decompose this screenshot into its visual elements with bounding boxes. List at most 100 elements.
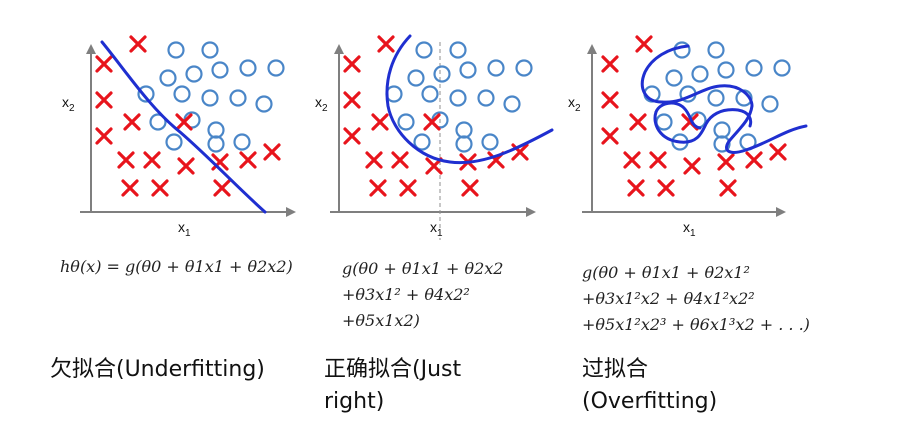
caption-line: (Overfitting) bbox=[582, 389, 718, 414]
negative-samples bbox=[385, 41, 533, 153]
circle-marker bbox=[455, 121, 473, 139]
circle-marker bbox=[449, 41, 467, 59]
circle-marker bbox=[397, 113, 415, 131]
formula-overfitting: g(θ0 + θ1x1 + θ2x1² +θ3x1²x2 + θ4x1²x2² … bbox=[582, 263, 810, 334]
circle-marker bbox=[421, 85, 439, 103]
decision-boundary-island bbox=[654, 101, 702, 130]
cross-marker bbox=[623, 151, 641, 169]
formula-line: +θ5x1²x2³ + θ6x1³x2 + . . .) bbox=[582, 315, 810, 334]
x-axis-label: x1 bbox=[683, 219, 696, 239]
cross-marker bbox=[343, 127, 361, 145]
circle-marker bbox=[773, 59, 791, 77]
circle-marker bbox=[665, 69, 683, 87]
cross-marker bbox=[369, 179, 387, 197]
cross-marker bbox=[177, 157, 195, 175]
formula-line: g(θ0 + θ1x1 + θ2x1² bbox=[582, 263, 750, 282]
circle-marker bbox=[239, 59, 257, 77]
positive-samples bbox=[343, 35, 529, 197]
cross-marker bbox=[601, 55, 619, 73]
decision-boundary-curve bbox=[640, 44, 808, 154]
circle-marker bbox=[207, 135, 225, 153]
circle-marker bbox=[455, 135, 473, 153]
circle-marker bbox=[229, 89, 247, 107]
cross-marker bbox=[601, 91, 619, 109]
circle-marker bbox=[233, 133, 251, 151]
formula-line: +θ5x1x2) bbox=[342, 311, 420, 330]
y-axis-label: x2 bbox=[568, 94, 581, 114]
circle-marker bbox=[761, 95, 779, 113]
formula-line: +θ3x1² + θ4x2² bbox=[342, 285, 470, 304]
circle-marker bbox=[413, 133, 431, 151]
cross-marker bbox=[683, 157, 701, 175]
circle-marker bbox=[459, 61, 477, 79]
x-axis-label: x1 bbox=[430, 219, 443, 239]
cross-marker bbox=[461, 179, 479, 197]
decision-boundary-inner-loop bbox=[653, 108, 753, 144]
circle-marker bbox=[211, 61, 229, 79]
cross-marker bbox=[627, 179, 645, 197]
circle-marker bbox=[137, 85, 155, 103]
caption-underfitting: 欠拟合(Underfitting) bbox=[50, 354, 265, 386]
cross-marker bbox=[719, 179, 737, 197]
cross-marker bbox=[391, 151, 409, 169]
panel-just-right: x2 x1 bbox=[315, 34, 554, 240]
circle-marker bbox=[503, 95, 521, 113]
formula-line: g(θ0 + θ1x1 + θ2x2 bbox=[342, 259, 503, 278]
circle-marker bbox=[201, 89, 219, 107]
circle-marker bbox=[407, 69, 425, 87]
cross-marker bbox=[769, 143, 787, 161]
panel-overfitting: x2 x1 bbox=[568, 35, 808, 239]
formula-line: hθ(x) = g(θ0 + θ1x1 + θ2x2) bbox=[60, 257, 293, 276]
circle-marker bbox=[173, 85, 191, 103]
cross-marker bbox=[601, 127, 619, 145]
cross-marker bbox=[213, 179, 231, 197]
circle-marker bbox=[707, 41, 725, 59]
circle-marker bbox=[415, 41, 433, 59]
caption-line: 过拟合 bbox=[582, 357, 649, 382]
y-axis-label: x2 bbox=[62, 94, 75, 114]
y-axis-arrow-icon bbox=[334, 44, 344, 54]
caption-line: 欠拟合(Underfitting) bbox=[50, 357, 265, 382]
formula-just-right: g(θ0 + θ1x1 + θ2x2 +θ3x1² + θ4x2² +θ5x1x… bbox=[342, 259, 503, 330]
cross-marker bbox=[657, 179, 675, 197]
cross-marker bbox=[635, 35, 653, 53]
circle-marker bbox=[255, 95, 273, 113]
cross-marker bbox=[175, 113, 193, 131]
cross-marker bbox=[343, 55, 361, 73]
y-axis-arrow-icon bbox=[86, 44, 96, 54]
caption-line: right) bbox=[324, 389, 385, 414]
circle-marker bbox=[707, 89, 725, 107]
positive-samples bbox=[95, 35, 281, 197]
negative-samples bbox=[137, 41, 285, 153]
circle-marker bbox=[433, 65, 451, 83]
cross-marker bbox=[211, 153, 229, 171]
cross-marker bbox=[123, 113, 141, 131]
circle-marker bbox=[515, 59, 533, 77]
cross-marker bbox=[399, 179, 417, 197]
caption-overfitting: 过拟合 (Overfitting) bbox=[582, 354, 717, 418]
circle-marker bbox=[185, 65, 203, 83]
cross-marker bbox=[365, 151, 383, 169]
circle-marker bbox=[487, 59, 505, 77]
circle-marker bbox=[159, 69, 177, 87]
cross-marker bbox=[151, 179, 169, 197]
formula-underfitting: hθ(x) = g(θ0 + θ1x1 + θ2x2) bbox=[60, 257, 293, 276]
circle-marker bbox=[481, 133, 499, 151]
x-axis-arrow-icon bbox=[286, 207, 296, 217]
cross-marker bbox=[425, 157, 443, 175]
cross-marker bbox=[371, 113, 389, 131]
decision-boundary-line bbox=[100, 40, 267, 214]
circle-marker bbox=[477, 89, 495, 107]
y-axis-label: x2 bbox=[315, 94, 328, 114]
decision-boundary-curve bbox=[385, 34, 554, 165]
cross-marker bbox=[143, 151, 161, 169]
formula-line: +θ3x1²x2 + θ4x1²x2² bbox=[582, 289, 755, 308]
x-axis-arrow-icon bbox=[776, 207, 786, 217]
circle-marker bbox=[713, 135, 731, 153]
y-axis-arrow-icon bbox=[587, 44, 597, 54]
cross-marker bbox=[121, 179, 139, 197]
circle-marker bbox=[655, 113, 673, 131]
x-axis-arrow-icon bbox=[526, 207, 536, 217]
circle-marker bbox=[267, 59, 285, 77]
